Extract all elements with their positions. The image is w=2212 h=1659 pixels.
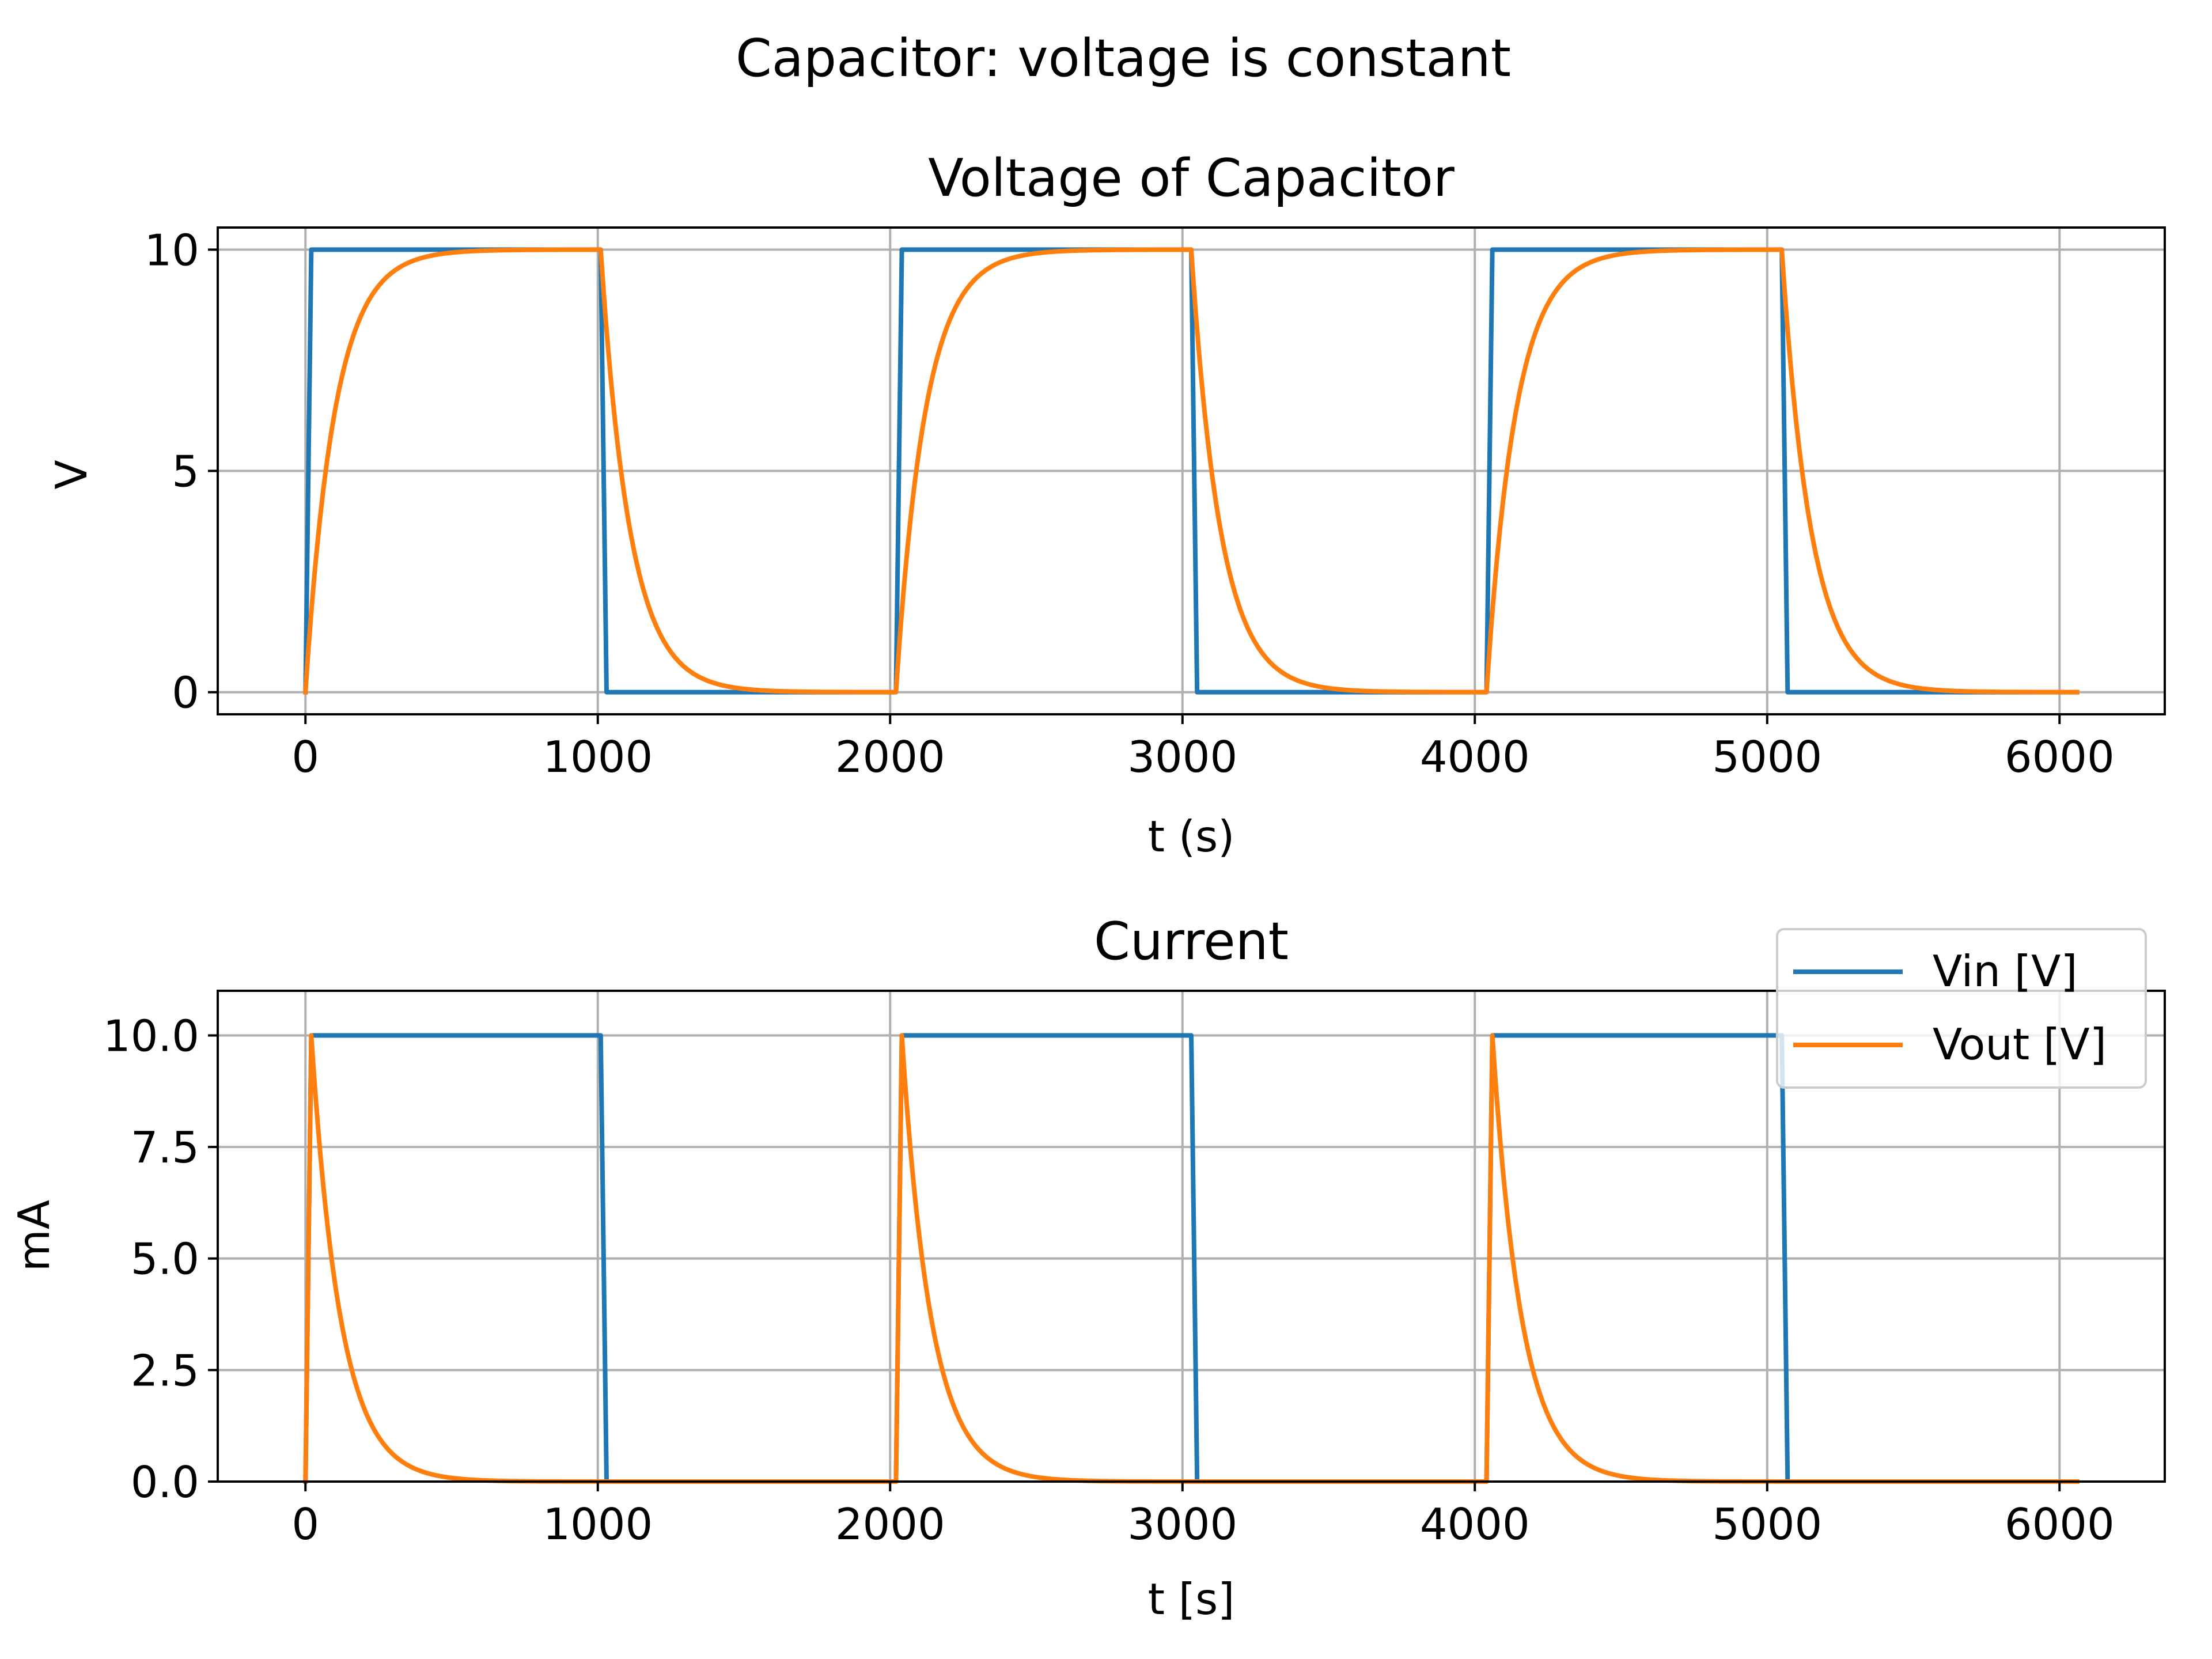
voltage-chart-xtick-label: 3000 xyxy=(1127,732,1237,782)
current-chart-ylabel: mA xyxy=(9,1200,59,1271)
current-chart-ytick-label: 7.5 xyxy=(131,1122,199,1173)
voltage-chart-ytick-label: 10 xyxy=(145,225,199,275)
voltage-chart-xtick-label: 1000 xyxy=(543,732,653,782)
voltage-chart-xtick-label: 4000 xyxy=(1420,732,1530,782)
current-chart-ytick-label: 0.0 xyxy=(131,1457,199,1508)
voltage-chart-series xyxy=(303,247,2080,695)
current-chart-ytick-label: 10.0 xyxy=(103,1010,199,1061)
current-chart-xtick-label: 5000 xyxy=(1712,1499,1822,1550)
current-chart-xtick-label: 6000 xyxy=(2005,1499,2115,1550)
current-chart-ytick-label: 5.0 xyxy=(131,1234,199,1285)
voltage-chart-ylabel: V xyxy=(46,460,97,489)
voltage-chart-xlabel: t (s) xyxy=(1148,811,1235,862)
voltage-chart-title: Voltage of Capacitor xyxy=(928,148,1455,209)
voltage-chart-xtick-label: 6000 xyxy=(2005,732,2115,782)
voltage-chart-ticks: 0 1000 2000 3000 4000 5000 6000 0 5 10 xyxy=(145,225,2115,782)
voltage-chart-xtick-label: 2000 xyxy=(835,732,945,782)
voltage-chart-xtick-label: 0 xyxy=(291,732,319,782)
current-chart-frame xyxy=(217,990,2166,1483)
current-chart-xtick-label: 3000 xyxy=(1127,1499,1237,1550)
voltage-chart-vout-line xyxy=(303,247,2080,695)
current-chart: Current 0 1000 2000 3000 4000 5000 6000 0.0 2.5 5… xyxy=(9,911,2166,1624)
current-chart-xtick-label: 1000 xyxy=(543,1499,653,1550)
legend-label-vin: Vin [V] xyxy=(1933,946,2078,997)
legend-box xyxy=(1776,928,2147,1089)
current-chart-title: Current xyxy=(1094,911,1289,972)
current-chart-ytick-label: 2.5 xyxy=(131,1345,199,1396)
legend-label-vout: Vout [V] xyxy=(1933,1019,2107,1070)
current-chart-ticks: 0 1000 2000 3000 4000 5000 6000 0.0 2.5 5.0 7.5 10.… xyxy=(103,1010,2115,1550)
voltage-chart-xtick-label: 5000 xyxy=(1712,732,1822,782)
current-chart-xtick-label: 2000 xyxy=(835,1499,945,1550)
voltage-chart-ytick-label: 5 xyxy=(172,446,199,497)
legend: Vin [V] Vout [V] xyxy=(1776,928,2147,1089)
voltage-chart: Voltage of Capacitor 0 1000 2000 3000 4000 50… xyxy=(46,148,2166,862)
current-chart-xtick-label: 4000 xyxy=(1420,1499,1530,1550)
current-chart-xtick-label: 0 xyxy=(291,1499,319,1550)
voltage-chart-ytick-label: 0 xyxy=(172,668,199,718)
figure-title: Capacitor: voltage is constant xyxy=(736,28,1511,89)
current-chart-xlabel: t [s] xyxy=(1148,1574,1235,1624)
